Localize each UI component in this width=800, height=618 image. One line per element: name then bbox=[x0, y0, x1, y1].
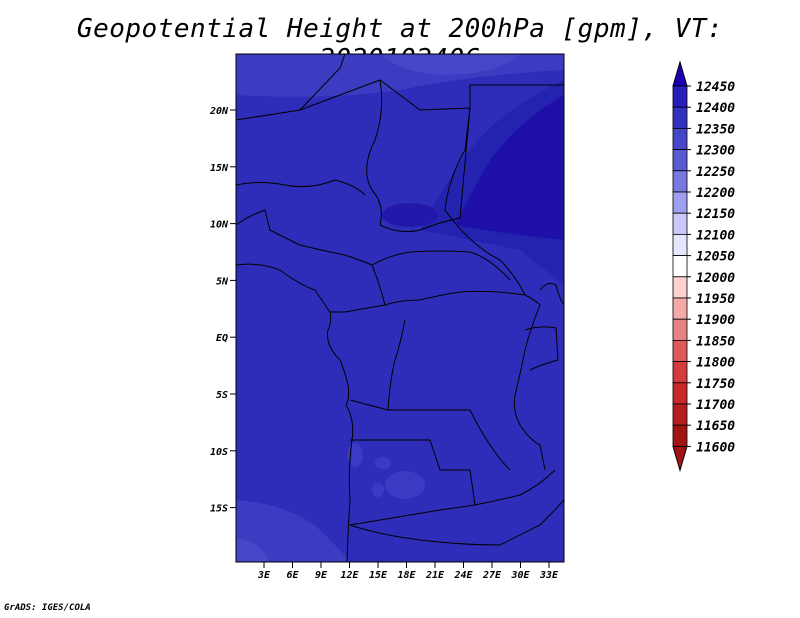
lon-tick-label: 9E bbox=[315, 570, 328, 581]
colorbar-swatch bbox=[672, 191, 688, 214]
colorbar-label: 12300 bbox=[696, 144, 735, 159]
colorbar-label: 11900 bbox=[696, 313, 735, 328]
colorbar-label: 12150 bbox=[696, 207, 735, 222]
colorbar-swatch bbox=[672, 255, 688, 278]
colorbar-label: 12100 bbox=[696, 228, 735, 243]
colorbar-label: 11750 bbox=[696, 377, 735, 392]
map-frame bbox=[235, 53, 565, 563]
colorbar-swatch bbox=[672, 339, 688, 362]
colorbar-bottom-arrow bbox=[672, 445, 688, 473]
colorbar-swatch bbox=[672, 276, 688, 299]
lat-tick-label: EQ bbox=[216, 333, 228, 344]
colorbar-label: 11600 bbox=[696, 440, 735, 455]
lon-tick-label: 6E bbox=[286, 570, 299, 581]
colorbar-label: 12350 bbox=[696, 122, 735, 137]
colorbar-label: 11850 bbox=[696, 334, 735, 349]
colorbar-label: 12000 bbox=[696, 271, 735, 286]
colorbar-swatch bbox=[672, 403, 688, 426]
longitude-axis: 3E 6E 9E 12E 15E 18E 21E 24E 27E 30E 33E bbox=[257, 562, 559, 581]
colorbar: 12450 12400 12350 12300 12250 12200 12150 12100… bbox=[672, 60, 735, 473]
colorbar-swatch bbox=[672, 85, 688, 108]
lat-tick-label: 5S bbox=[216, 390, 228, 401]
colorbar-swatch bbox=[672, 361, 688, 384]
map-field bbox=[236, 54, 564, 562]
colorbar-swatch bbox=[672, 170, 688, 193]
lat-tick-label: 15S bbox=[210, 504, 228, 515]
colorbar-label: 11650 bbox=[696, 419, 735, 434]
lon-tick-label: 27E bbox=[482, 570, 502, 581]
colorbar-label: 12450 bbox=[696, 80, 735, 95]
lon-tick-label: 18E bbox=[397, 570, 416, 581]
lon-tick-label: 24E bbox=[453, 570, 473, 581]
colorbar-swatch bbox=[672, 106, 688, 129]
lat-tick-label: 20N bbox=[209, 106, 229, 117]
lat-tick-label: 10N bbox=[210, 220, 229, 231]
grads-credit: GrADS: IGES/COLA bbox=[4, 603, 91, 613]
lon-tick-label: 3E bbox=[257, 570, 271, 581]
lon-tick-label: 33E bbox=[539, 570, 559, 581]
colorbar-swatch bbox=[672, 212, 688, 235]
country-borders bbox=[235, 53, 565, 563]
colorbar-swatch bbox=[672, 127, 688, 150]
colorbar-label: 11950 bbox=[696, 292, 735, 307]
colorbar-label: 12200 bbox=[696, 186, 735, 201]
colorbar-swatch bbox=[672, 149, 688, 172]
colorbar-label: 11800 bbox=[696, 356, 735, 371]
colorbar-label: 11700 bbox=[696, 398, 735, 413]
colorbar-swatch bbox=[672, 233, 688, 256]
latitude-axis: 20N 15N 10N 5N EQ 5S 10S 15S bbox=[209, 106, 236, 515]
colorbar-label: 12400 bbox=[696, 101, 735, 116]
lat-tick-label: 5N bbox=[216, 276, 229, 287]
colorbar-swatch bbox=[672, 382, 688, 405]
colorbar-top-arrow bbox=[672, 60, 688, 87]
colorbar-swatch bbox=[672, 297, 688, 320]
lat-tick-label: 10S bbox=[210, 447, 228, 458]
colorbar-label: 12250 bbox=[696, 165, 735, 180]
colorbar-swatch bbox=[672, 424, 688, 447]
lon-tick-label: 12E bbox=[340, 570, 359, 581]
lat-tick-label: 15N bbox=[210, 163, 229, 174]
lon-tick-label: 21E bbox=[425, 570, 445, 581]
lon-tick-label: 15E bbox=[369, 570, 388, 581]
colorbar-swatch bbox=[672, 318, 688, 341]
lon-tick-label: 30E bbox=[510, 570, 530, 581]
colorbar-label: 12050 bbox=[696, 250, 735, 265]
